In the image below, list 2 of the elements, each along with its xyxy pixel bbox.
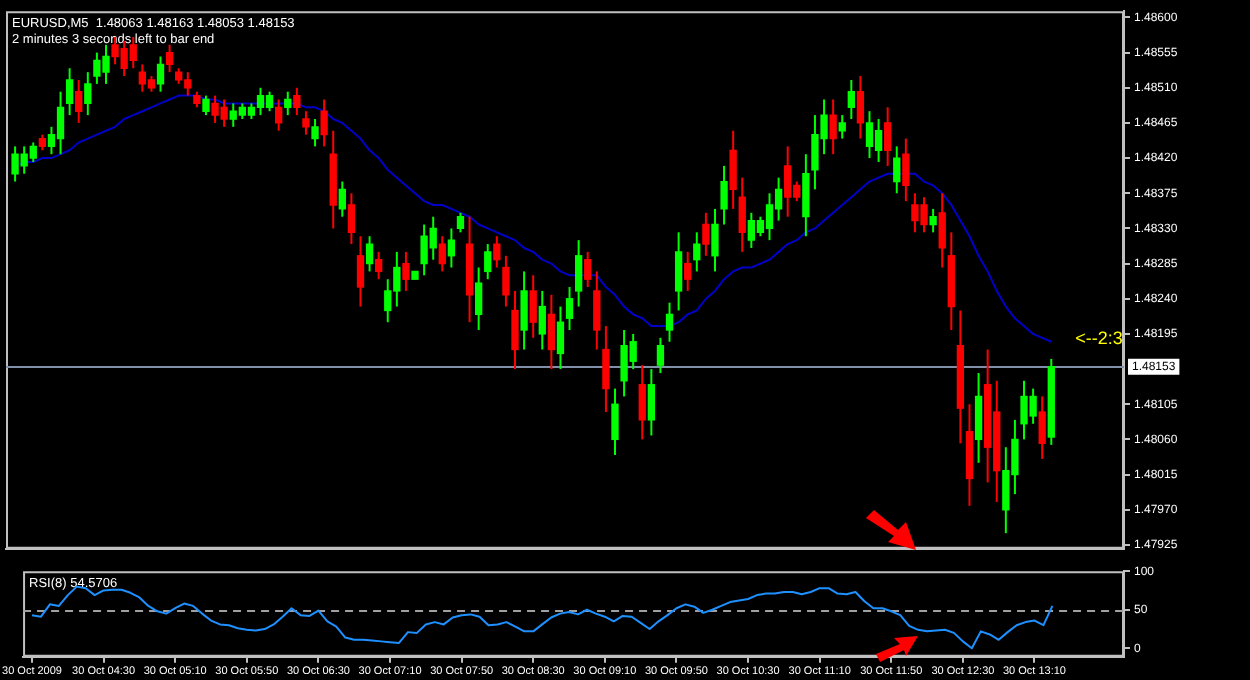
candlestick xyxy=(302,110,310,136)
text: <--2:3 xyxy=(1075,327,1123,348)
